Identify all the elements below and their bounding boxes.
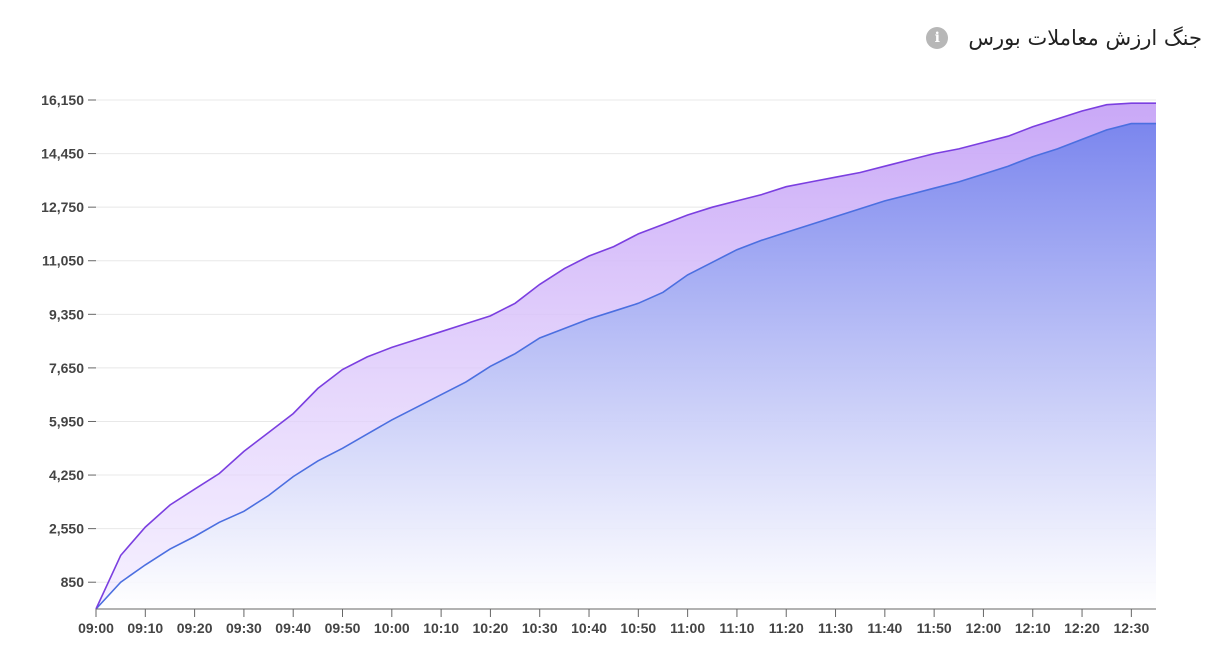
x-tick-label: 10:30 xyxy=(522,620,558,636)
chart-title: جنگ ارزش معاملات بورس xyxy=(968,26,1202,50)
x-tick-label: 09:30 xyxy=(226,620,262,636)
y-tick-label: 4,250 xyxy=(49,467,84,483)
y-tick-label: 9,350 xyxy=(49,306,84,322)
y-tick-label: 5,950 xyxy=(49,413,84,429)
y-tick-label: 2,550 xyxy=(49,521,84,537)
area-series xyxy=(95,102,1156,610)
x-tick-label: 11:40 xyxy=(867,620,902,636)
x-tick-label: 09:20 xyxy=(177,620,213,636)
x-tick-label: 12:10 xyxy=(1015,620,1051,636)
x-axis: 09:00 09:10 09:20 09:30 09:40 09:50 10:00 10:10… xyxy=(78,608,1156,636)
chart-header: جنگ ارزش معاملات بورس i xyxy=(926,20,1202,56)
x-tick-label: 11:50 xyxy=(917,620,952,636)
y-tick-label: 14,450 xyxy=(41,146,84,162)
y-tick-label: 850 xyxy=(61,574,85,590)
x-tick-label: 10:00 xyxy=(374,620,410,636)
y-axis: 850 2,550 4,250 5,950 7,650 9,350 11,050 12,750… xyxy=(41,92,96,590)
y-tick-label: 12,750 xyxy=(41,199,84,215)
x-tick-label: 09:50 xyxy=(325,620,361,636)
info-icon[interactable]: i xyxy=(926,27,949,49)
x-tick-label: 12:20 xyxy=(1064,620,1100,636)
x-tick-label: 11:00 xyxy=(670,620,705,636)
x-tick-label: 12:30 xyxy=(1113,620,1149,636)
x-tick-label: 12:00 xyxy=(966,620,1002,636)
x-tick-label: 10:50 xyxy=(620,620,656,636)
y-tick-label: 11,050 xyxy=(42,253,84,269)
x-tick-label: 11:30 xyxy=(818,620,853,636)
x-tick-label: 09:00 xyxy=(78,620,114,636)
x-tick-label: 11:20 xyxy=(769,620,804,636)
series-2-area xyxy=(96,123,1156,609)
x-tick-label: 10:10 xyxy=(423,620,459,636)
x-tick-label: 10:40 xyxy=(571,620,607,636)
x-tick-label: 11:10 xyxy=(719,620,754,636)
y-tick-label: 7,650 xyxy=(49,360,84,376)
x-tick-label: 09:10 xyxy=(127,620,163,636)
series-1-line xyxy=(95,102,1156,610)
y-tick-label: 16,150 xyxy=(41,92,84,108)
x-tick-label: 10:20 xyxy=(473,620,509,636)
x-tick-label: 09:40 xyxy=(275,620,311,636)
series-2-line xyxy=(95,122,1156,610)
